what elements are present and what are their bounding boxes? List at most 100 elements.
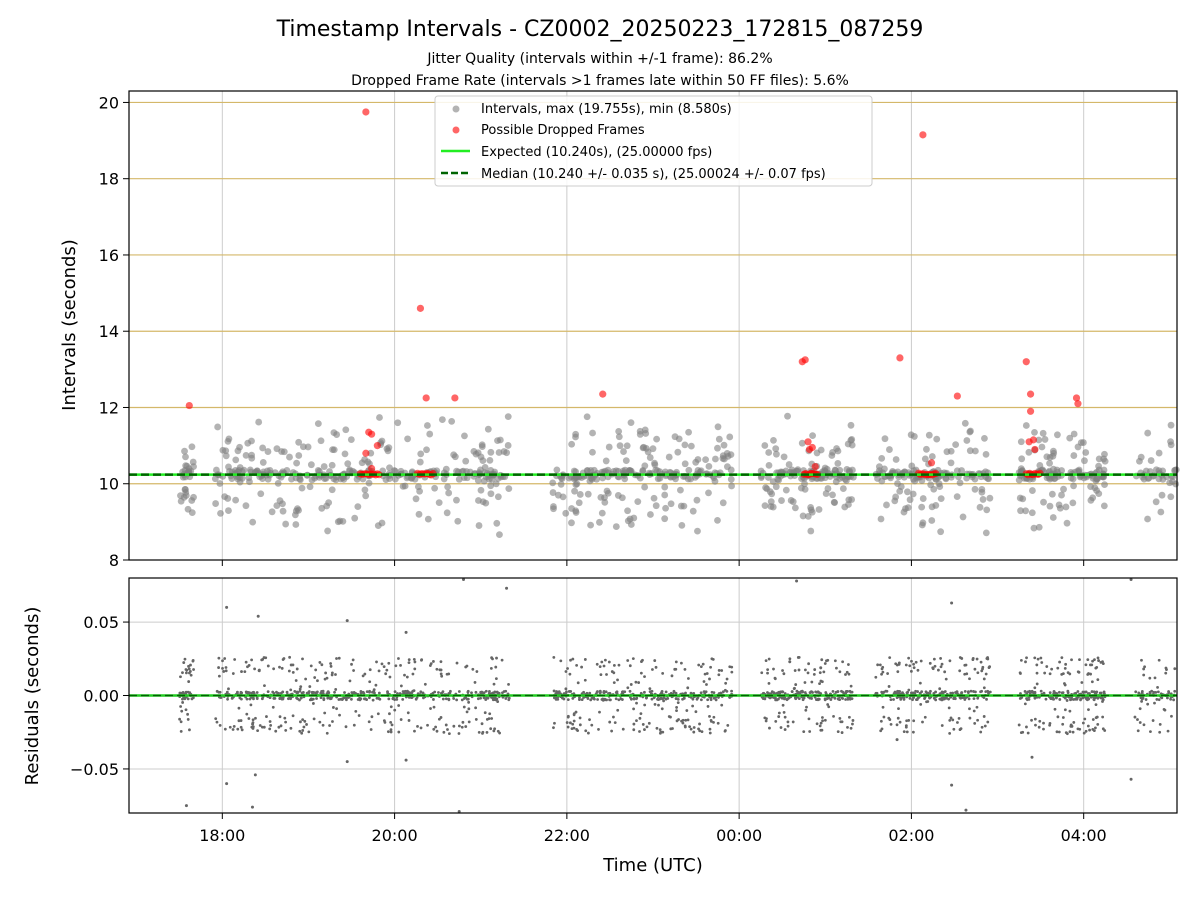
- residual-point: [358, 698, 362, 702]
- residual-point: [240, 670, 243, 673]
- residual-point: [712, 696, 716, 700]
- residual-point: [312, 717, 316, 721]
- interval-point: [817, 446, 825, 454]
- residual-point: [1055, 692, 1059, 695]
- interval-point: [976, 503, 984, 511]
- residual-point: [1102, 690, 1106, 694]
- residual-point: [599, 673, 603, 677]
- interval-point: [474, 477, 482, 484]
- interval-point: [341, 450, 349, 458]
- residual-point: [1081, 721, 1085, 725]
- residual-point: [816, 697, 820, 701]
- residual-point: [1063, 696, 1067, 700]
- residual-point: [1042, 721, 1045, 725]
- legend-item-intervals: Intervals, max (19.755s), min (8.580s): [481, 102, 732, 117]
- residual-point: [315, 697, 318, 700]
- residual-point: [324, 671, 328, 675]
- residual-point: [1038, 719, 1042, 723]
- residual-point: [231, 672, 235, 675]
- interval-point: [650, 494, 658, 502]
- interval-point: [1017, 465, 1025, 473]
- residual-point: [599, 690, 602, 694]
- residual-point: [805, 705, 808, 709]
- residual-outlier-point: [225, 605, 229, 609]
- residual-point: [437, 691, 440, 694]
- dropped-frame-point: [416, 304, 425, 312]
- residual-point: [338, 713, 341, 717]
- residual-point: [615, 690, 619, 694]
- residual-point: [940, 724, 944, 727]
- interval-point: [937, 528, 945, 536]
- residual-point: [413, 667, 417, 671]
- residual-point: [781, 669, 784, 672]
- residual-point: [260, 725, 264, 729]
- residual-point: [322, 697, 326, 700]
- residual-point: [351, 658, 355, 662]
- residual-point: [465, 710, 469, 714]
- interval-point: [765, 461, 773, 469]
- residual-point: [779, 726, 783, 729]
- interval-point: [478, 441, 486, 449]
- interval-point: [1167, 493, 1175, 501]
- residual-point: [301, 691, 305, 694]
- residual-point: [412, 657, 416, 661]
- residual-point: [706, 705, 710, 708]
- interval-point: [365, 479, 373, 487]
- residual-point: [723, 729, 727, 733]
- residual-point: [887, 685, 891, 688]
- residual-point: [833, 696, 837, 700]
- residual-point: [342, 696, 346, 700]
- residual-point: [483, 711, 487, 715]
- interval-point: [263, 467, 271, 475]
- residual-point: [595, 662, 599, 666]
- residual-point: [572, 713, 576, 717]
- residual-point: [1096, 656, 1100, 660]
- residual-point: [250, 691, 254, 695]
- x-tick-label: 20:00: [372, 826, 418, 845]
- residual-point: [632, 697, 636, 700]
- residual-point: [252, 697, 255, 701]
- dropped-frame-point: [1026, 407, 1035, 415]
- dropped-frame-point: [811, 462, 819, 471]
- interval-point: [794, 466, 802, 474]
- residual-point: [190, 697, 194, 701]
- residual-point: [698, 722, 701, 726]
- residual-point: [826, 703, 830, 706]
- residual-point: [986, 656, 989, 659]
- residual-point: [912, 662, 915, 666]
- residual-point: [1092, 697, 1096, 701]
- residual-point: [626, 686, 630, 690]
- residual-point: [377, 669, 381, 673]
- residual-point: [1164, 671, 1168, 675]
- residual-point: [914, 660, 918, 664]
- interval-point: [453, 467, 460, 475]
- residual-point: [557, 690, 561, 694]
- interval-point: [1017, 438, 1025, 446]
- interval-point: [448, 417, 456, 425]
- residual-point: [968, 707, 971, 711]
- residual-point: [289, 697, 292, 701]
- residual-point: [819, 728, 823, 732]
- interval-point: [445, 489, 453, 497]
- interval-point: [190, 493, 197, 501]
- residual-point: [291, 714, 295, 718]
- interval-point: [636, 431, 644, 438]
- interval-point: [909, 490, 917, 498]
- residual-point: [495, 690, 499, 694]
- interval-point: [378, 519, 386, 527]
- residual-point: [1072, 698, 1075, 701]
- residual-point: [925, 700, 928, 704]
- residual-point: [1090, 690, 1094, 693]
- residual-point: [1137, 691, 1141, 695]
- residual-point: [492, 729, 496, 733]
- interval-point: [791, 504, 799, 512]
- x-tick-label: 00:00: [716, 826, 762, 845]
- residual-point: [683, 724, 687, 728]
- dropped-frame-point: [362, 449, 370, 457]
- residual-point: [834, 690, 838, 694]
- residual-point: [467, 700, 471, 704]
- residual-point: [321, 689, 325, 693]
- residual-point: [1094, 703, 1098, 706]
- residual-point: [1083, 717, 1087, 721]
- residual-point: [578, 698, 581, 701]
